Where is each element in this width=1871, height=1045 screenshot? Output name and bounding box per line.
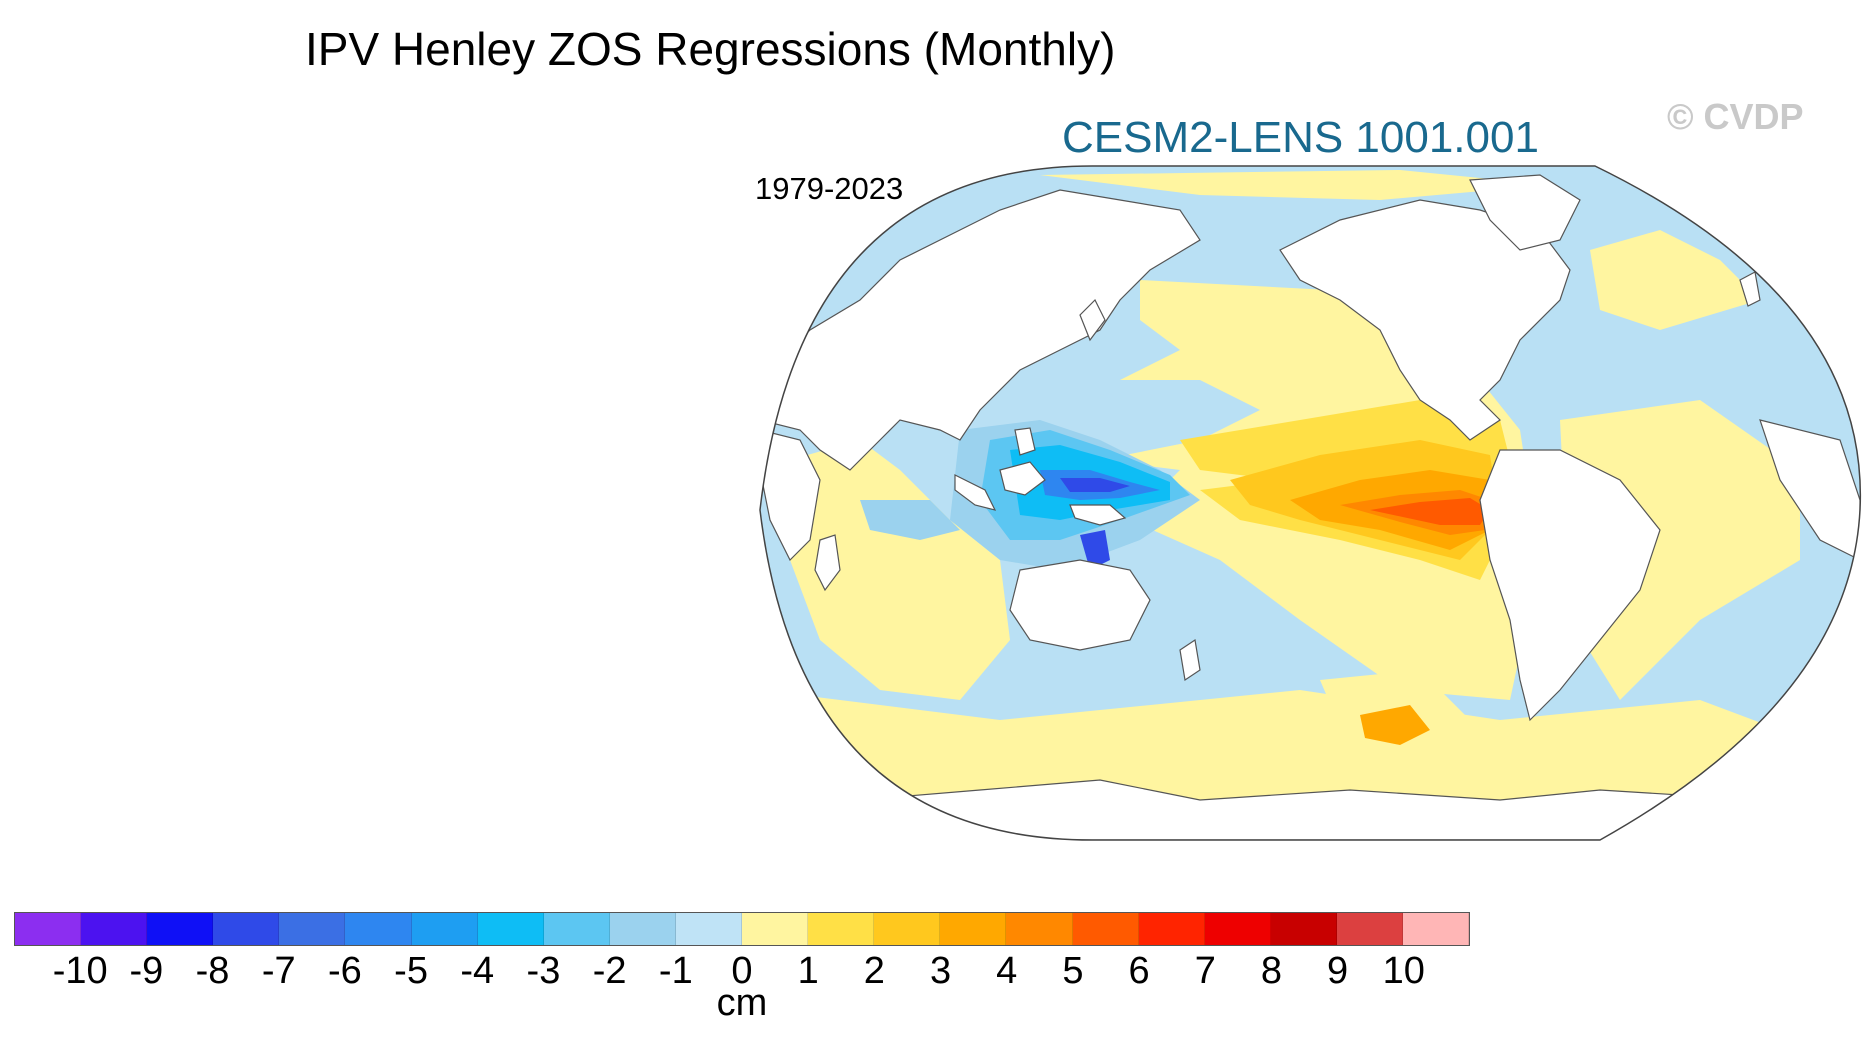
colorbar-swatch <box>345 913 412 945</box>
positive-region-sa-core <box>1360 705 1430 745</box>
colorbar-swatch <box>874 913 941 945</box>
colorbar-tick-label: -10 <box>52 950 108 992</box>
colorbar-tick-label: -1 <box>658 950 693 992</box>
positive-region-tropical-pacific-6 <box>1370 498 1490 525</box>
colorbar-tick-label: -2 <box>592 950 627 992</box>
colorbar-swatch <box>1138 913 1205 945</box>
land-new-zealand <box>1179 638 1201 682</box>
colorbar-swatch <box>213 913 280 945</box>
positive-region-atlantic <box>1560 400 1800 700</box>
colorbar-swatch <box>1336 913 1403 945</box>
land-madagascar <box>814 534 841 592</box>
land-japan <box>1079 298 1106 342</box>
colorbar-swatch <box>81 913 148 945</box>
land-new-guinea <box>1069 504 1127 526</box>
colorbar-tick-label: 10 <box>1382 950 1425 992</box>
positive-region-indian-ocean <box>790 440 1010 700</box>
colorbar-tick-label: 3 <box>929 950 952 992</box>
map-boundary <box>759 165 1862 841</box>
positive-anomaly-regions <box>760 170 1860 840</box>
colorbar-swatch <box>543 913 610 945</box>
land-indonesia-borneo <box>999 461 1046 496</box>
colorbar-swatch <box>477 913 544 945</box>
colorbar-swatch <box>411 913 478 945</box>
land-eurasia <box>760 189 1201 471</box>
positive-region-arctic <box>1040 170 1550 200</box>
cvdp-watermark: © CVDP <box>1667 96 1804 137</box>
negative-region-warmpool-5 <box>1060 478 1130 492</box>
colorbar-swatch <box>1402 913 1470 945</box>
colorbar-tick-label: 8 <box>1260 950 1283 992</box>
colorbar-swatch <box>675 913 743 945</box>
land-masses <box>760 174 1861 840</box>
colorbar-tick-label: -5 <box>394 950 428 992</box>
colorbar-tick-label: -9 <box>129 950 164 992</box>
positive-region-north-atlantic <box>1590 230 1760 330</box>
negative-region-coral-sea <box>1080 530 1110 570</box>
land-greenland <box>1469 174 1581 251</box>
colorbar-swatch <box>1204 913 1271 945</box>
dataset-subtitle: CESM2-LENS 1001.001 <box>1062 113 1539 162</box>
colorbar-tick-label: -8 <box>195 950 230 992</box>
colorbar-swatch <box>147 913 214 945</box>
negative-region-indian <box>860 500 960 540</box>
colorbar-tick-label: -6 <box>328 950 362 992</box>
colorbar-swatch <box>279 913 346 945</box>
colorbar-swatch <box>1072 913 1139 945</box>
land-north-america <box>1279 199 1571 441</box>
colorbar-tick-label: 1 <box>797 950 819 992</box>
colorbar-swatch <box>808 913 875 945</box>
colorbar-swatch <box>1270 913 1337 945</box>
colorbar-swatch <box>15 913 82 945</box>
colorbar-tick-label: -4 <box>460 950 495 992</box>
time-period-label: 1979-2023 <box>755 171 904 206</box>
colorbar <box>14 912 1470 946</box>
colorbar-tick-label: 9 <box>1327 950 1349 992</box>
land-south-america <box>1479 449 1661 722</box>
negative-anomaly-regions <box>860 420 1200 570</box>
colorbar-tick-label: 7 <box>1194 950 1216 992</box>
colorbar-tick-label: -3 <box>526 950 561 992</box>
colorbar-units-label: cm <box>716 982 768 1024</box>
colorbar-tick-label: 4 <box>996 950 1018 992</box>
colorbar-tick-label: 6 <box>1128 950 1150 992</box>
colorbar-swatch <box>940 913 1007 945</box>
world-map <box>759 165 1862 841</box>
colorbar-swatch <box>609 913 676 945</box>
land-australia <box>1009 559 1151 651</box>
colorbar-tick-label: -7 <box>261 950 296 992</box>
land-indonesia-sumatra <box>954 474 997 511</box>
figure-title: IPV Henley ZOS Regressions (Monthly) <box>305 23 1116 75</box>
colorbar-swatch <box>1006 913 1073 945</box>
land-philippines <box>1014 427 1036 456</box>
colorbar-tick-labels: -10 -9 -8 -7 -6 -5 -4 -3 -2 -1 0 1 2 3 4 5 6 7 8 9 10 <box>0 950 1871 1000</box>
land-uk <box>1739 271 1761 307</box>
colorbar-tick-label: 0 <box>731 950 753 992</box>
colorbar-tick-label: 2 <box>863 950 885 992</box>
colorbar-tick-label: 5 <box>1062 950 1084 992</box>
colorbar-swatch <box>742 913 809 945</box>
